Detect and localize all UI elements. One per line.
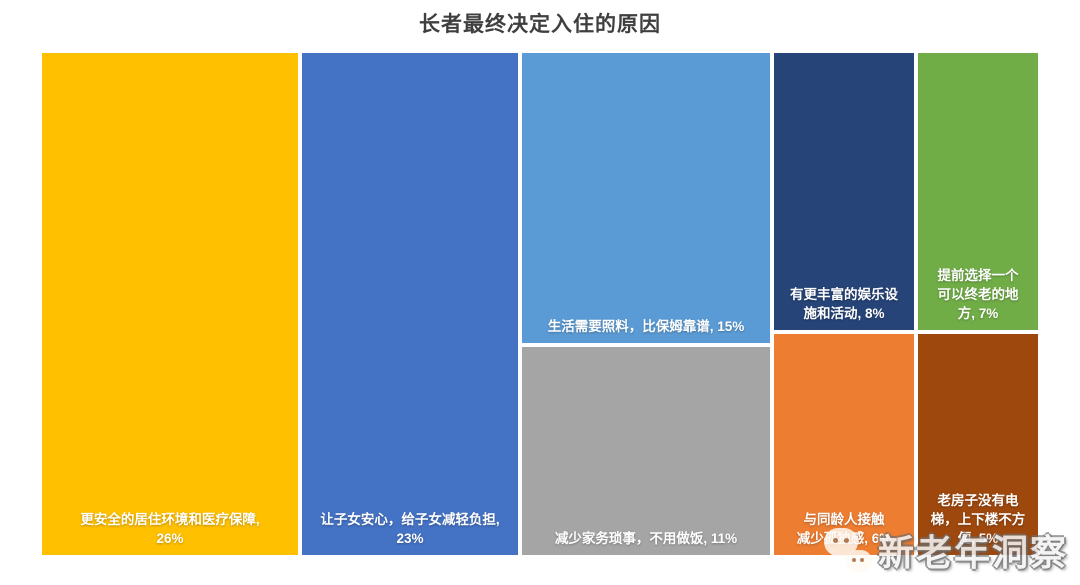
treemap-segment-old-house-no-elevator: 老房子没有电 梯，上下楼不方 便, 5% xyxy=(918,334,1038,555)
treemap-segment-less-housework-no-cooking: 减少家务琐事，不用做饭, 11% xyxy=(522,347,770,555)
treemap-segment-label: 更安全的居住环境和医疗保障, 26% xyxy=(80,512,260,547)
treemap-segment-life-needs-care-better-than-nanny: 生活需要照料，比保姆靠谱, 15% xyxy=(522,53,770,343)
watermark: 新老年洞察 xyxy=(822,522,1068,578)
watermark-text: 新老年洞察 xyxy=(877,532,1068,573)
wechat-icon xyxy=(822,524,874,576)
chart-title: 长者最终决定入住的原因 xyxy=(419,13,661,36)
treemap-segment-peer-contact-less-lonely: 与同龄人接触 减少孤独感, 6% xyxy=(774,334,914,555)
treemap-segment-safer-living-medical-security: 更安全的居住环境和医疗保障, 26% xyxy=(42,53,298,555)
treemap-segment-label: 让子女安心，给子女减轻负担, 23% xyxy=(320,512,500,547)
treemap-segment-label: 生活需要照料，比保姆靠谱, 15% xyxy=(547,319,745,335)
treemap-segment-label: 减少家务琐事，不用做饭, 11% xyxy=(554,531,738,547)
treemap-segment-label: 有更丰富的娱乐设 施和活动, 8% xyxy=(790,287,898,322)
treemap-segment-label: 提前选择一个 可以终老的地 方, 7% xyxy=(937,268,1019,322)
wechat-bubble-large xyxy=(823,528,858,556)
treemap-segment-label: 老房子没有电 梯，上下楼不方 便, 5% xyxy=(930,493,1026,547)
treemap-segment-reassure-children-reduce-burden: 让子女安心，给子女减轻负担, 23% xyxy=(302,53,518,555)
wechat-bubble-small xyxy=(845,550,872,572)
treemap-segment-choose-place-to-grow-old: 提前选择一个 可以终老的地 方, 7% xyxy=(918,53,1038,330)
treemap-segment-richer-entertainment-activities: 有更丰富的娱乐设 施和活动, 8% xyxy=(774,53,914,330)
